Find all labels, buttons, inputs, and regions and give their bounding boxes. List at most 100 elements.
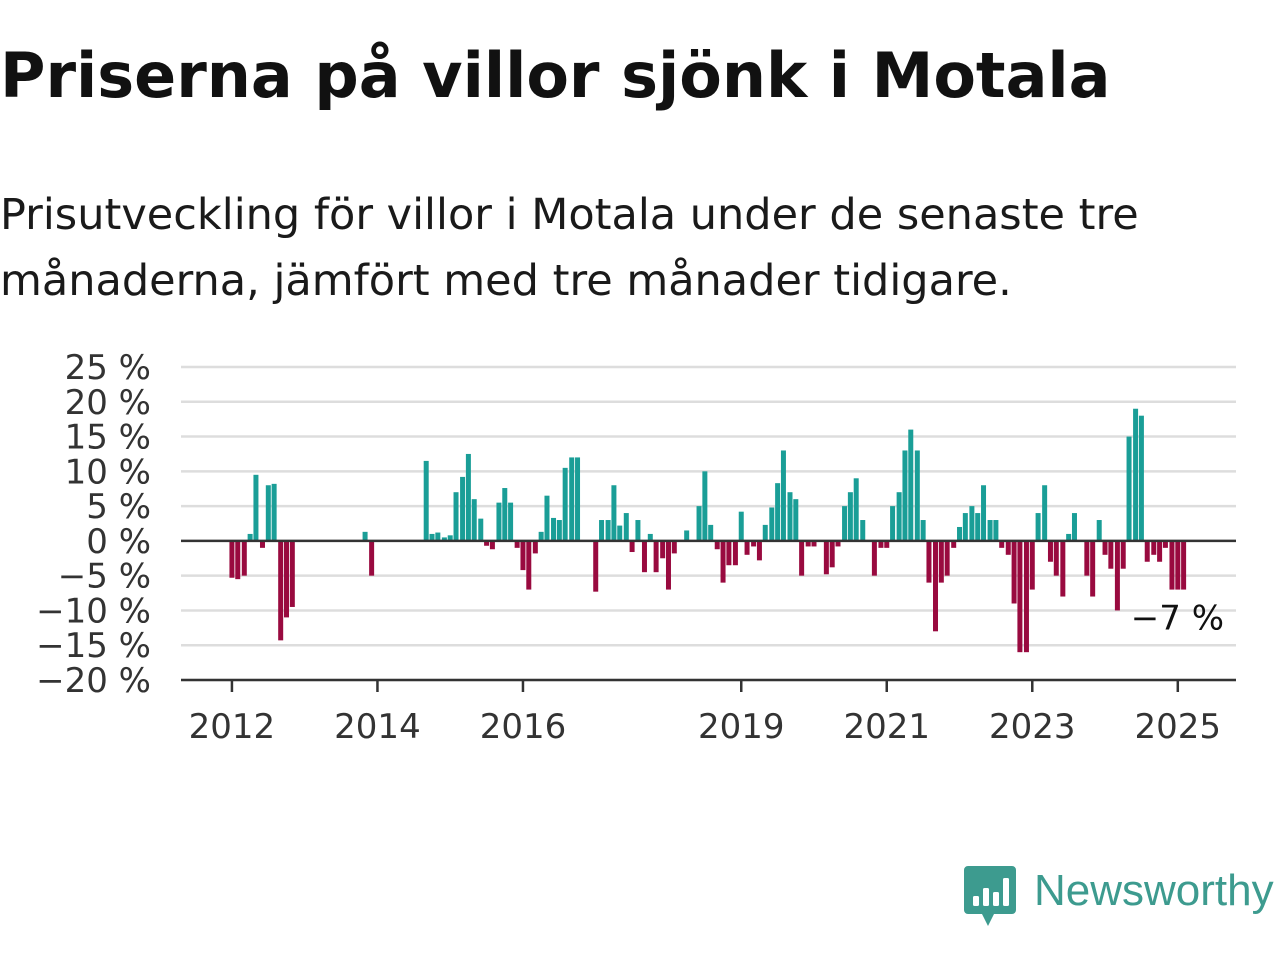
bar: [362, 531, 368, 541]
last-value-label: −7 %: [1131, 599, 1224, 639]
bar: [981, 485, 987, 541]
bar: [593, 540, 599, 592]
bar: [871, 540, 877, 576]
bar: [987, 520, 993, 541]
bar: [878, 540, 884, 548]
bar: [751, 540, 757, 547]
bar: [629, 540, 635, 553]
bar: [660, 540, 666, 559]
bar: [823, 540, 829, 575]
bar: [259, 540, 265, 548]
bar: [1090, 540, 1096, 597]
bar: [1181, 540, 1187, 590]
y-tick-label: −10 %: [36, 591, 151, 631]
y-tick-label: 20 %: [65, 383, 151, 423]
bar: [1005, 540, 1011, 555]
bar: [1126, 436, 1132, 541]
bar: [914, 450, 920, 541]
bar: [520, 540, 526, 571]
bar: [1060, 540, 1066, 597]
bar: [708, 524, 714, 541]
x-tick-label: 2014: [334, 707, 421, 747]
bar: [1035, 513, 1041, 541]
bar: [369, 540, 375, 576]
bar: [538, 531, 544, 541]
bar: [1133, 408, 1139, 541]
bar: [489, 540, 495, 550]
x-tick-label: 2023: [989, 707, 1076, 747]
bar: [1047, 540, 1053, 562]
bar: [762, 524, 768, 541]
bar: [944, 540, 950, 576]
bar: [1053, 540, 1059, 576]
bar: [696, 506, 702, 541]
bar: [1114, 540, 1120, 611]
bar: [514, 540, 520, 548]
y-tick-label: −5 %: [58, 557, 151, 597]
bar: [423, 460, 429, 541]
bar: [502, 488, 508, 541]
bar: [787, 492, 793, 541]
bar: [920, 520, 926, 541]
bar: [605, 520, 611, 541]
bar: [902, 450, 908, 541]
bar: [896, 492, 902, 541]
bar: [453, 492, 459, 541]
bar: [938, 540, 944, 583]
bar: [732, 540, 738, 566]
bar: [1151, 540, 1157, 555]
bar: [278, 540, 284, 641]
bar: [284, 540, 289, 618]
bar: [241, 540, 247, 576]
newsworthy-logo: Newsworthy: [964, 864, 1280, 928]
x-tick-label: 2021: [843, 707, 930, 747]
annotations: −7 %: [1131, 599, 1224, 639]
bar-chart: 25 %20 %15 %10 %5 %0 %−5 %−10 %−15 %−20 …: [36, 348, 1236, 747]
bar: [429, 533, 435, 541]
bar: [969, 506, 975, 541]
y-tick-label: 15 %: [65, 418, 151, 458]
y-tick-label: 5 %: [86, 487, 151, 527]
bar: [635, 520, 641, 541]
bar: [271, 483, 277, 541]
bar: [641, 540, 647, 573]
bar: [1011, 540, 1017, 604]
bar: [575, 457, 581, 541]
bar: [999, 540, 1005, 548]
bar: [1157, 540, 1163, 562]
bar: [1042, 485, 1048, 541]
bar: [811, 540, 817, 547]
bar: [1084, 540, 1090, 576]
bar: [1023, 540, 1029, 653]
bar: [744, 540, 750, 555]
bar: [508, 502, 514, 541]
bar: [835, 540, 841, 547]
bar: [702, 471, 708, 541]
bar: [478, 518, 484, 541]
y-tick-label: −20 %: [36, 661, 151, 701]
bar: [829, 540, 835, 568]
bar: [556, 520, 562, 541]
bar: [465, 453, 471, 541]
bar: [926, 540, 932, 583]
bar: [526, 540, 532, 590]
bar: [769, 507, 775, 541]
bar: [1108, 540, 1114, 569]
bar: [1162, 540, 1168, 548]
bar: [265, 485, 271, 541]
bar: [1120, 540, 1126, 569]
bar: [460, 476, 466, 541]
bar: [289, 540, 295, 607]
bar: [653, 540, 659, 573]
chart-subtitle: Prisutveckling för villor i Motala under…: [0, 190, 1139, 306]
bar: [933, 540, 939, 632]
bar: [1096, 520, 1102, 541]
bar: [726, 540, 732, 566]
bar: [1029, 540, 1035, 590]
bar: [756, 540, 762, 561]
bar: [842, 506, 848, 541]
y-tick-label: 0 %: [86, 522, 151, 562]
y-tick-label: 10 %: [65, 452, 151, 492]
bar: [720, 540, 726, 583]
bar: [1144, 540, 1150, 562]
